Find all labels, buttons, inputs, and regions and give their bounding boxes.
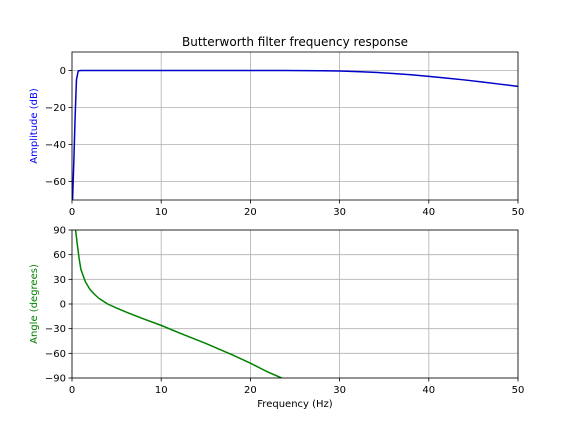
- angle-series: [74, 230, 282, 378]
- amplitude-x-ticks: 0 10 20 30 40 50: [69, 200, 525, 218]
- angle-y-tick-label: 60: [53, 250, 66, 261]
- angle-subplot: 0 10 20 30 40 50 90 60 30 0 −30 −60 −90 Angle (degr…: [29, 226, 524, 411]
- amplitude-y-ticks: 0 −20 −40 −60: [45, 66, 72, 188]
- amplitude-series-line: [72, 69, 518, 200]
- angle-x-tick-label: 50: [512, 385, 525, 396]
- angle-series-line: [74, 230, 282, 378]
- amplitude-x-tick-label: 40: [422, 207, 435, 218]
- angle-x-tick-label: 10: [155, 385, 168, 396]
- amplitude-x-tick-label: 50: [512, 207, 525, 218]
- amplitude-x-tick-label: 0: [69, 207, 75, 218]
- angle-y-tick-label: 30: [53, 275, 66, 286]
- amplitude-y-tick-label: −60: [45, 177, 66, 188]
- amplitude-x-tick-label: 20: [244, 207, 257, 218]
- amplitude-y-tick-label: 0: [60, 66, 66, 77]
- angle-y-tick-label: 90: [53, 226, 66, 237]
- amplitude-x-tick-label: 10: [155, 207, 168, 218]
- angle-x-tick-label: 40: [422, 385, 435, 396]
- angle-y-tick-label: 0: [60, 300, 66, 311]
- angle-y-tick-label: −30: [45, 324, 66, 335]
- angle-x-tick-label: 20: [244, 385, 257, 396]
- angle-y-axis-label: Angle (degrees): [29, 264, 40, 344]
- chart-title: Butterworth filter frequency response: [182, 35, 408, 49]
- angle-x-tick-label: 30: [333, 385, 346, 396]
- amplitude-x-tick-label: 30: [333, 207, 346, 218]
- amplitude-y-axis-label: Amplitude (dB): [29, 88, 40, 164]
- amplitude-series: [72, 69, 518, 200]
- angle-y-ticks: 90 60 30 0 −30 −60 −90: [45, 226, 72, 385]
- amplitude-y-tick-label: −40: [45, 140, 66, 151]
- angle-grid: [71, 229, 519, 379]
- amplitude-subplot: Butterworth filter frequency response 0 1…: [29, 35, 524, 218]
- angle-y-tick-label: −90: [45, 374, 66, 385]
- angle-x-axis-label: Frequency (Hz): [257, 399, 333, 410]
- amplitude-axes-frame: [71, 51, 519, 201]
- angle-x-tick-label: 0: [69, 385, 75, 396]
- angle-x-ticks: 0 10 20 30 40 50: [69, 378, 525, 396]
- angle-y-tick-label: −60: [45, 349, 66, 360]
- amplitude-y-tick-label: −20: [45, 103, 66, 114]
